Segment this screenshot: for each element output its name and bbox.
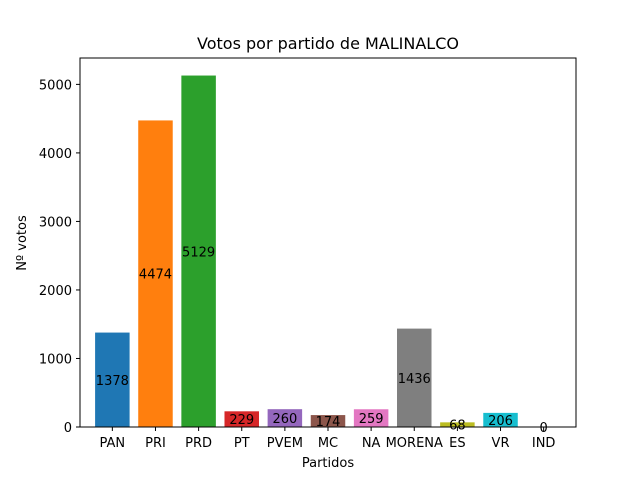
- data-label-mc: 174: [316, 415, 341, 430]
- data-label-ind: 0: [540, 421, 548, 436]
- x-tick-label-pt: PT: [234, 436, 250, 451]
- x-tick-label-pri: PRI: [145, 436, 166, 451]
- bars-layer: [95, 75, 518, 428]
- y-tick-label: 5000: [39, 78, 72, 93]
- bar-pt: [224, 411, 259, 427]
- x-tick-label-vr: VR: [492, 436, 510, 451]
- y-tick-label: 0: [64, 421, 72, 436]
- x-tick-label-na: NA: [362, 436, 381, 451]
- data-label-na: 259: [359, 412, 384, 427]
- data-label-pri: 4474: [139, 268, 172, 283]
- bar-pri: [138, 120, 173, 428]
- x-tick-label-mc: MC: [318, 436, 338, 451]
- chart-title: Votos por partido de MALINALCO: [197, 34, 459, 53]
- data-label-pan: 1378: [96, 374, 129, 389]
- data-label-morena: 1436: [398, 372, 431, 387]
- data-labels-layer: 1378 4474 5129 229 260 174 259 1436 68 206 0: [96, 245, 548, 436]
- data-label-pvem: 260: [272, 412, 297, 427]
- x-tick-label-prd: PRD: [185, 436, 212, 451]
- y-tick-label: 1000: [39, 352, 72, 367]
- x-tick-label-morena: MORENA: [386, 436, 443, 451]
- x-tick-label-ind: IND: [532, 436, 556, 451]
- bar-pan: [95, 332, 130, 427]
- data-label-es: 68: [449, 419, 466, 434]
- y-tick-label: 3000: [39, 215, 72, 230]
- bar-pvem: [267, 409, 303, 427]
- bar-mc: [310, 415, 346, 427]
- bar-vr: [483, 412, 518, 427]
- bar-es: [440, 422, 475, 427]
- axes-layer: PAN PRI PRD PT PVEM MC NA MORENA ES VR IND01000200…: [39, 57, 577, 451]
- bar-morena: [397, 328, 432, 427]
- data-label-vr: 206: [488, 414, 513, 429]
- x-tick-label-es: ES: [449, 436, 465, 451]
- x-tick-label-pan: PAN: [100, 436, 126, 451]
- bar-na: [353, 409, 389, 427]
- data-label-prd: 5129: [182, 245, 215, 260]
- bar-prd: [181, 75, 216, 427]
- y-tick-label: 4000: [39, 147, 72, 162]
- x-tick-label-pvem: PVEM: [267, 436, 303, 451]
- x-axis-title: Partidos: [302, 456, 354, 471]
- y-tick-label: 2000: [39, 284, 72, 299]
- data-label-pt: 229: [229, 413, 254, 428]
- y-axis-title: Nº votos: [15, 215, 30, 271]
